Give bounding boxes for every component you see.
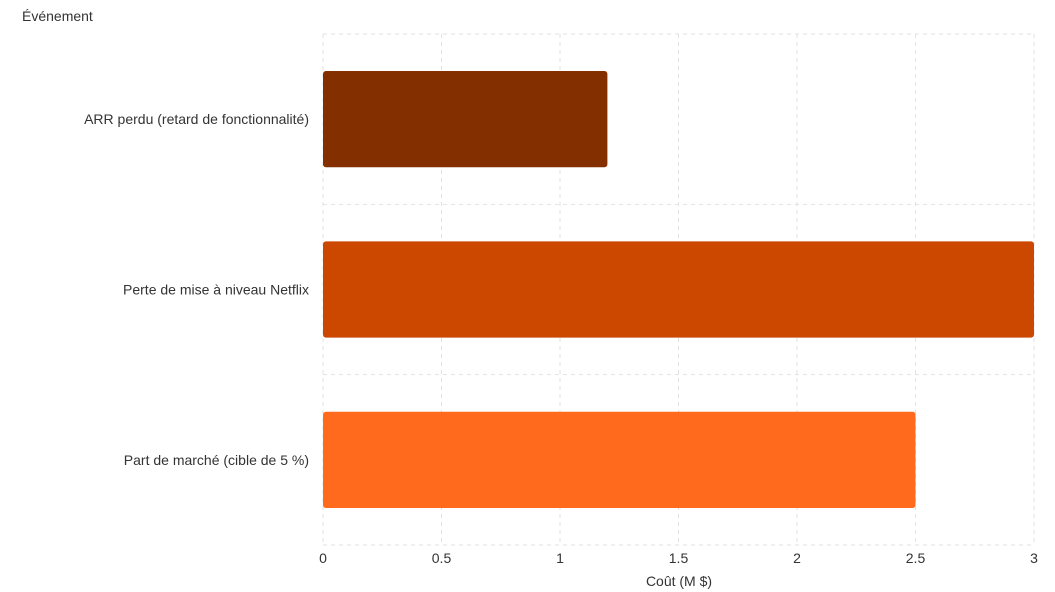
x-axis-labels: 0 0.5 1 1.5 2 2.5 3 <box>319 550 1038 566</box>
x-tick-label-2: 1 <box>556 550 564 566</box>
bars <box>323 71 1034 508</box>
x-tick-label-4: 2 <box>793 550 801 566</box>
x-tick-label-3: 1.5 <box>669 550 689 566</box>
x-axis-title: Coût (M $) <box>646 573 712 589</box>
bar-2 <box>323 411 916 508</box>
y-tick-label-0: ARR perdu (retard de fonctionnalité) <box>84 111 309 127</box>
y-tick-label-2: Part de marché (cible de 5 %) <box>124 452 309 468</box>
y-axis-labels: ARR perdu (retard de fonctionnalité) Pert… <box>84 111 309 468</box>
y-tick-label-1: Perte de mise à niveau Netflix <box>123 282 309 298</box>
bar-1 <box>323 241 1034 338</box>
y-axis-title: Événement <box>22 8 93 24</box>
x-tick-label-0: 0 <box>319 550 327 566</box>
bar-0 <box>323 71 608 168</box>
x-tick-label-5: 2.5 <box>906 550 926 566</box>
x-tick-label-1: 0.5 <box>432 550 452 566</box>
x-tick-label-6: 3 <box>1030 550 1038 566</box>
